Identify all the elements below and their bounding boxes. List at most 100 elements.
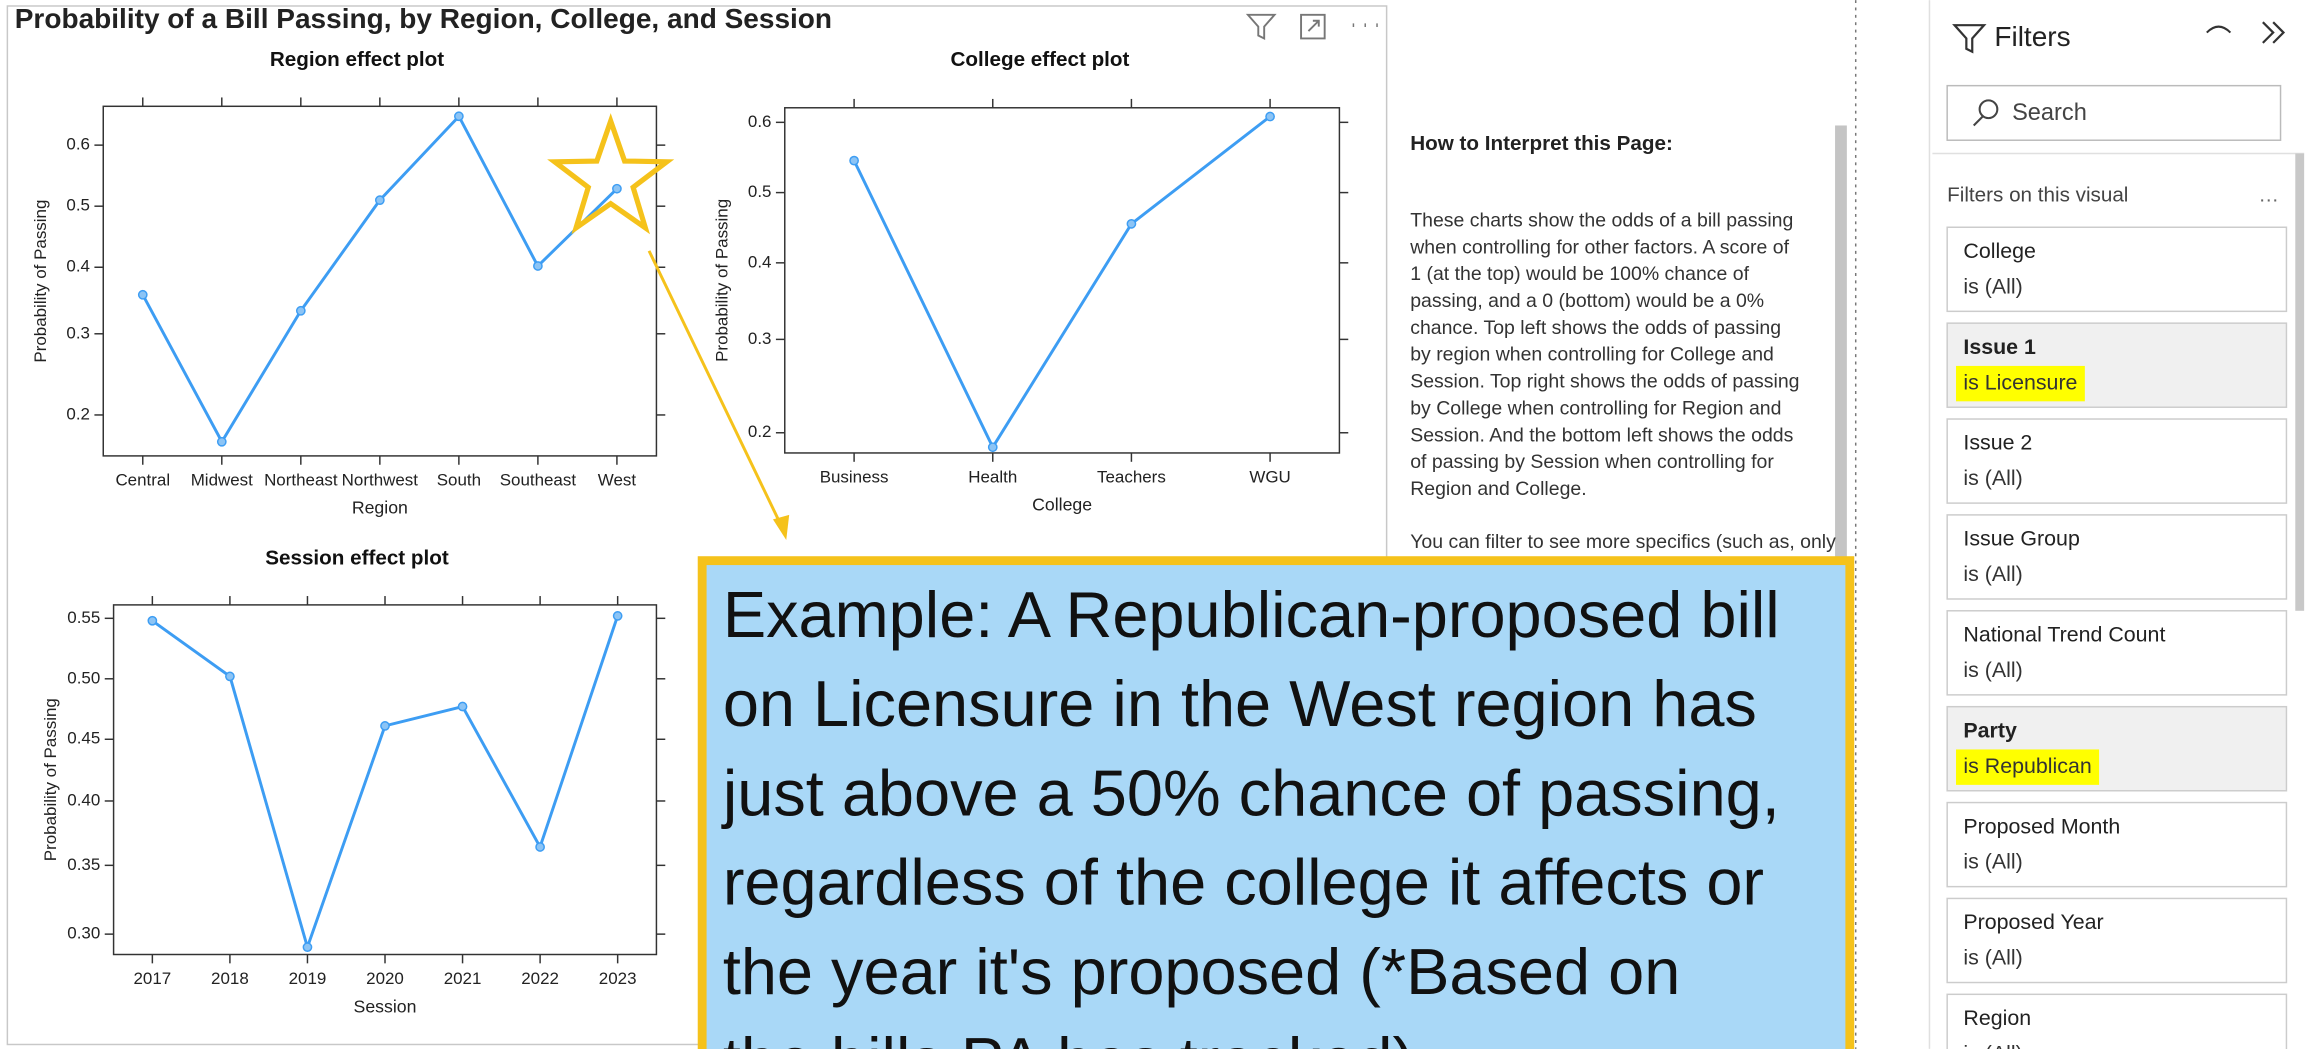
filter-card[interactable] (1946, 226, 2288, 313)
data-point (374, 195, 385, 206)
x-tick-label: Teachers (1097, 468, 1166, 487)
y-tick-label: 0.55 (67, 608, 100, 627)
series-line (852, 115, 1271, 451)
y-tick-label: 0.35 (67, 855, 100, 874)
x-tick-label: Northeast (264, 470, 338, 489)
x-axis-label: Session (354, 996, 417, 1016)
y-tick-label: 0.2 (66, 404, 90, 423)
data-point (533, 261, 543, 271)
filter-card[interactable] (1946, 897, 2288, 984)
y-tick-label: 0.45 (67, 729, 100, 748)
x-tick-label: 2017 (134, 969, 172, 988)
effect-plot: Session effect plot Session Probability of… (41, 547, 666, 1016)
help-line: Session. And the bottom left shows the o… (1410, 424, 1793, 446)
callout-line: the bills PA has tracked) (723, 1024, 1414, 1049)
y-tick-label: 0.3 (66, 323, 90, 342)
x-tick-label: South (437, 470, 481, 489)
search-box[interactable] (1946, 84, 2282, 141)
search-icon (1978, 99, 1999, 120)
report-title: Probability of a Bill Passing, by Region… (15, 3, 832, 34)
highlight (1956, 365, 2085, 402)
filter-value: is (All) (1963, 946, 2022, 970)
filters-pane: Filters Search Filters on this visual … … (1928, 0, 2313, 1049)
x-tick-label: Business (820, 468, 889, 487)
data-point (535, 842, 545, 852)
y-axis-label: Probability of Passing (712, 199, 731, 362)
filters-title: Filters (1994, 21, 2070, 52)
callout-line: just above a 50% chance of passing, (721, 756, 1780, 829)
filter-value: is (All) (1963, 466, 2022, 490)
y-tick-label: 0.6 (66, 135, 90, 154)
callout-line: on Licensure in the West region has (723, 667, 1757, 740)
help-line: chance. Top left shows the odds of passi… (1410, 317, 1781, 339)
filter-card[interactable] (1946, 801, 2288, 888)
x-tick-label: Health (968, 468, 1017, 487)
help-line: 1 (at the top) would be 100% chance of (1410, 263, 1749, 285)
x-tick-label: Midwest (191, 470, 253, 489)
x-tick-label: 2020 (366, 969, 404, 988)
y-tick-label: 0.6 (748, 112, 772, 131)
x-tick-label: WGU (1249, 468, 1290, 487)
filter-name: Issue 1 (1963, 335, 2036, 359)
data-point (302, 942, 313, 953)
x-tick-label: 2022 (521, 969, 559, 988)
data-point (216, 436, 227, 447)
x-tick-label: 2023 (599, 969, 637, 988)
filters-icon (1952, 24, 1987, 54)
focus-icon[interactable] (1300, 13, 1326, 40)
filter-card[interactable] (1946, 993, 2288, 1049)
filter-name: Party (1963, 718, 2017, 742)
star-annotation (547, 113, 675, 235)
x-tick-label: 2019 (289, 969, 327, 988)
filter-card[interactable] (1946, 610, 2288, 696)
data-point (225, 671, 235, 682)
filter-card[interactable] (1946, 514, 2288, 600)
section-more[interactable]: … (2258, 184, 2279, 207)
search-placeholder[interactable]: Search (2012, 100, 2087, 126)
filter-name: College (1963, 239, 2036, 263)
data-point (1126, 218, 1137, 229)
callout-line: the year it's proposed (*Based on (723, 935, 1681, 1008)
x-tick-label: 2021 (444, 969, 482, 988)
y-tick-label: 0.40 (67, 790, 100, 809)
filter-value: is (All) (1963, 562, 2022, 586)
highlight (1956, 749, 2100, 785)
filter-card[interactable] (1946, 418, 2288, 504)
toolbar (1245, 13, 1378, 40)
filter-value: is (All) (1963, 850, 2022, 874)
y-tick-label: 0.3 (748, 329, 772, 348)
data-point (454, 111, 464, 122)
y-tick-label: 0.50 (67, 668, 100, 687)
pane-scrollbar[interactable] (2295, 153, 2305, 611)
data-point (147, 615, 158, 626)
y-tick-label: 0.4 (66, 257, 90, 276)
y-axis-label: Probability of Passing (31, 200, 50, 363)
help-line: of passing by Session when controlling f… (1410, 451, 1774, 473)
x-tick-label: West (598, 470, 637, 489)
eye-icon[interactable] (2206, 25, 2232, 34)
help-line: Session. Top right shows the odds of pas… (1410, 371, 1799, 393)
y-tick-label: 0.4 (748, 252, 772, 271)
help-line: passing, and a 0 (bottom) would be a 0% (1410, 290, 1764, 312)
chart-title: College effect plot (951, 48, 1130, 71)
filter-value: is Licensure (1963, 370, 2077, 394)
data-point (612, 611, 623, 621)
filter-name: Region (1963, 1006, 2031, 1030)
effect-plot: Region effect plot Region Probability of P… (31, 48, 666, 518)
y-axis-label: Probability of Passing (41, 698, 60, 861)
filter-icon[interactable] (1245, 13, 1277, 40)
y-tick-label: 0.2 (748, 422, 772, 441)
filter-value: is (All) (1963, 274, 2022, 298)
collapse-icon[interactable] (2262, 21, 2286, 44)
x-tick-label: Southeast (500, 470, 577, 489)
help-line: These charts show the odds of a bill pas… (1410, 210, 1793, 232)
filter-name: National Trend Count (1963, 623, 2165, 647)
scrollbar[interactable] (1835, 125, 1847, 569)
filter-name: Proposed Month (1963, 814, 2120, 838)
data-point (457, 701, 468, 712)
x-tick-label: Northwest (342, 470, 419, 489)
plot-box (784, 107, 1341, 454)
callout-box (697, 556, 1855, 1049)
help-line: You can filter to see more specifics (su… (1410, 531, 1836, 553)
